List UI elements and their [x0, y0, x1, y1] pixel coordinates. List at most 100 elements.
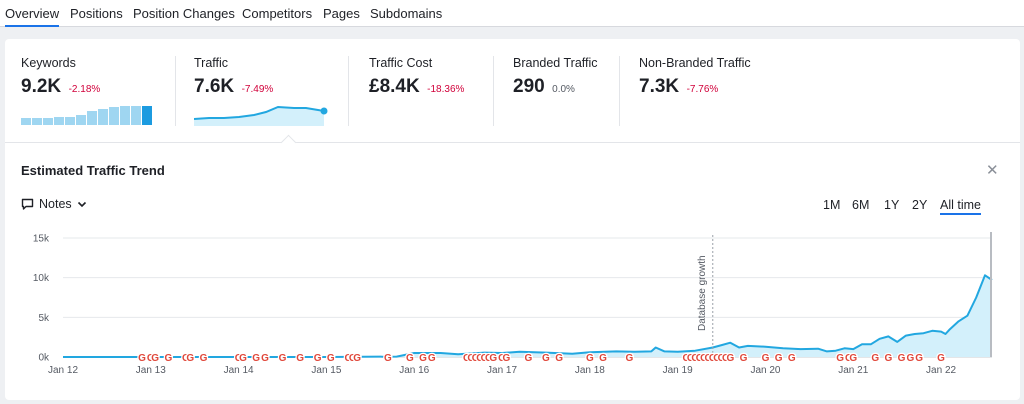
google-update-icon[interactable]: G	[690, 352, 701, 366]
google-update-icon[interactable]: G	[541, 352, 552, 366]
google-update-icon[interactable]: G	[554, 352, 565, 366]
google-update-icon[interactable]: G	[137, 352, 148, 366]
google-update-icon[interactable]: G	[721, 352, 732, 366]
notes-label: Notes	[39, 197, 72, 211]
tab-position-changes[interactable]: Position Changes	[133, 6, 235, 21]
metric-non-branded-delta: -7.76%	[686, 84, 719, 95]
google-update-icon[interactable]: G	[585, 352, 596, 366]
google-update-icon[interactable]: G	[295, 352, 306, 366]
notes-dropdown[interactable]: Notes	[21, 197, 87, 211]
x-tick-label: Jan 22	[926, 365, 956, 376]
google-update-icon[interactable]: G	[150, 352, 161, 366]
google-update-icon[interactable]: G	[936, 352, 947, 366]
google-update-icon[interactable]: G	[716, 352, 727, 366]
range-all-time[interactable]: All time	[940, 198, 981, 215]
google-update-icon[interactable]: G	[484, 352, 495, 366]
traffic-sparkline-dot	[320, 107, 328, 115]
google-update-icon[interactable]: G	[497, 352, 508, 366]
google-update-icon[interactable]: G	[905, 352, 916, 366]
google-update-icon[interactable]: G	[896, 352, 907, 366]
google-update-icon[interactable]: G	[479, 352, 490, 366]
x-tick-label: Jan 13	[136, 365, 166, 376]
google-update-icon[interactable]: G	[348, 352, 359, 366]
google-update-icon[interactable]: G	[787, 352, 798, 366]
google-update-icon[interactable]: G	[475, 352, 486, 366]
metric-non-branded-traffic[interactable]: Non-Branded Traffic 7.3K -7.76%	[639, 56, 751, 98]
close-icon[interactable]: ✕	[986, 162, 999, 179]
keywords-sparkbars	[21, 106, 152, 125]
google-update-icon[interactable]: G	[773, 352, 784, 366]
google-update-icon[interactable]: G	[198, 352, 209, 366]
google-update-icon[interactable]: G	[686, 352, 697, 366]
google-update-icon[interactable]: G	[238, 352, 249, 366]
range-2y[interactable]: 2Y	[912, 198, 928, 212]
chevron-down-icon	[77, 201, 86, 207]
range-1m[interactable]: 1M	[823, 198, 841, 212]
google-update-icon[interactable]: G	[699, 352, 710, 366]
traffic-area	[63, 275, 992, 357]
google-update-icon[interactable]: G	[501, 352, 512, 366]
google-update-icon[interactable]: G	[343, 352, 354, 366]
google-update-icon[interactable]: G	[383, 352, 394, 366]
google-update-icon[interactable]: G	[708, 352, 719, 366]
google-update-icon[interactable]: G	[624, 352, 635, 366]
google-update-icon[interactable]: G	[405, 352, 416, 366]
google-update-icon[interactable]: G	[523, 352, 534, 366]
metric-keywords[interactable]: Keywords 9.2K -2.18%	[21, 56, 100, 98]
google-update-icon[interactable]: G	[703, 352, 714, 366]
metric-traffic-cost[interactable]: Traffic Cost £8.4K -18.36%	[369, 56, 464, 98]
google-update-icon[interactable]: G	[462, 352, 473, 366]
metric-branded-traffic[interactable]: Branded Traffic 290 0.0%	[513, 56, 598, 98]
tab-competitors[interactable]: Competitors	[242, 6, 313, 21]
notes-icon	[21, 198, 34, 210]
tab-pages[interactable]: Pages	[323, 6, 360, 21]
google-update-icon[interactable]: G	[694, 352, 705, 366]
metric-traffic-cost-value: £8.4K	[369, 76, 420, 97]
keywords-bar	[76, 115, 86, 125]
tab-subdomains[interactable]: Subdomains	[370, 6, 443, 21]
google-update-icon[interactable]: G	[313, 352, 324, 366]
metric-keywords-value: 9.2K	[21, 76, 62, 97]
google-update-icon[interactable]: G	[870, 352, 881, 366]
google-update-icon[interactable]: G	[260, 352, 271, 366]
google-update-icon[interactable]: G	[146, 352, 157, 366]
google-update-icon[interactable]: G	[598, 352, 609, 366]
google-update-icon[interactable]: G	[163, 352, 174, 366]
tab-overview[interactable]: Overview	[5, 6, 60, 27]
google-update-icon[interactable]: G	[681, 352, 692, 366]
google-update-icon[interactable]: G	[427, 352, 438, 366]
range-6m[interactable]: 6M	[852, 198, 870, 212]
keywords-bar-current	[142, 106, 152, 125]
google-update-icon[interactable]: G	[835, 352, 846, 366]
google-update-icon[interactable]: G	[233, 352, 244, 366]
google-update-icon[interactable]: G	[181, 352, 192, 366]
google-update-icon[interactable]: G	[466, 352, 477, 366]
range-1y[interactable]: 1Y	[884, 198, 900, 212]
keywords-bar	[131, 106, 141, 125]
google-update-icon[interactable]: G	[914, 352, 925, 366]
google-update-icon[interactable]: G	[883, 352, 894, 366]
google-update-icon[interactable]: G	[326, 352, 337, 366]
google-update-icon[interactable]: G	[712, 352, 723, 366]
google-update-icon[interactable]: G	[488, 352, 499, 366]
metric-traffic[interactable]: Traffic 7.6K -7.49%	[194, 56, 273, 98]
google-update-icon[interactable]: G	[251, 352, 262, 366]
google-update-icon[interactable]: G	[738, 352, 749, 366]
x-tick-label: Jan 16	[399, 365, 429, 376]
google-update-icon[interactable]: G	[844, 352, 855, 366]
google-update-icon[interactable]: G	[760, 352, 771, 366]
google-update-icon[interactable]: G	[725, 352, 736, 366]
divider	[493, 56, 494, 126]
google-update-icon[interactable]: G	[277, 352, 288, 366]
google-update-icon[interactable]: G	[352, 352, 363, 366]
tab-positions[interactable]: Positions	[70, 6, 123, 21]
google-update-icon[interactable]: G	[848, 352, 859, 366]
keywords-bar	[43, 118, 53, 125]
google-update-icon[interactable]: G	[185, 352, 196, 366]
x-tick-label: Jan 15	[311, 365, 341, 376]
y-tick-label: 15k	[33, 234, 50, 245]
x-tick-label: Jan 18	[575, 365, 605, 376]
trend-title: Estimated Traffic Trend	[21, 163, 165, 178]
google-update-icon[interactable]: G	[418, 352, 429, 366]
google-update-icon[interactable]: G	[471, 352, 482, 366]
